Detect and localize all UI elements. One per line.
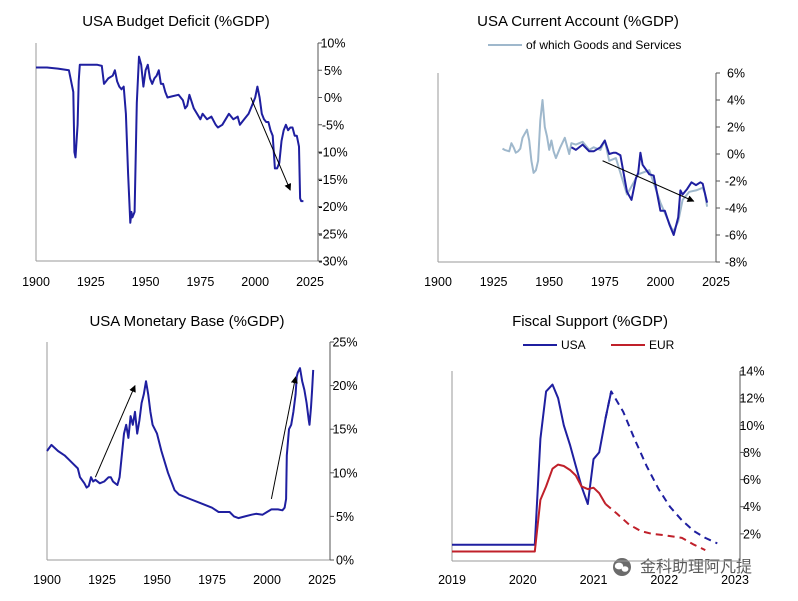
current_account-y-tick-label: -6% bbox=[725, 229, 747, 243]
fiscal_support-y-tick-label: 2% bbox=[743, 527, 761, 541]
fiscal_support-series-usa-projected bbox=[604, 390, 718, 545]
monetary_base-x-tick-label: 2000 bbox=[253, 573, 281, 587]
current_account-series-of-which-goods-and-services bbox=[501, 99, 709, 232]
deficit-x-tick-label: 2025 bbox=[296, 275, 324, 289]
monetary_base-x-tick-label: 1950 bbox=[143, 573, 171, 587]
monetary_base-x-tick-label: 1975 bbox=[198, 573, 226, 587]
current_account-legend-label: of which Goods and Services bbox=[526, 38, 681, 52]
deficit-y-tick-label: -30% bbox=[318, 255, 347, 269]
fiscal_support-series-usa bbox=[452, 383, 613, 546]
fiscal_support-y-tick-label: 8% bbox=[743, 446, 761, 460]
deficit-y-tick-label: -25% bbox=[318, 227, 347, 241]
current_account-x-tick-label: 1900 bbox=[424, 275, 452, 289]
monetary_base-y-tick-label: 10% bbox=[332, 466, 357, 480]
current_account-x-tick-label: 1950 bbox=[535, 275, 563, 289]
deficit-x-tick-label: 1950 bbox=[132, 275, 160, 289]
deficit-y-tick-label: -10% bbox=[318, 146, 347, 160]
current_account-y-tick-label: -2% bbox=[725, 175, 747, 189]
current_account-x-tick-label: 2025 bbox=[702, 275, 730, 289]
monetary_base-x-tick-label: 2025 bbox=[308, 573, 336, 587]
monetary_base-y-tick-label: 0% bbox=[336, 554, 354, 568]
fiscal_support-y-tick-label: 12% bbox=[739, 392, 764, 406]
deficit-title: USA Budget Deficit (%GDP) bbox=[82, 13, 270, 30]
fiscal_support-x-tick-label: 2020 bbox=[509, 573, 537, 587]
monetary_base-y-tick-label: 20% bbox=[332, 379, 357, 393]
current_account-x-tick-label: 1925 bbox=[480, 275, 508, 289]
watermark-text: 金科助理阿凡提 bbox=[640, 558, 752, 576]
monetary_base-chart: USA Monetary Base (%GDP) 25% 20% 15% 10% 5% 0%… bbox=[33, 313, 357, 587]
fiscal_support-y-tick-label: 4% bbox=[743, 500, 761, 514]
fiscal_support-title: Fiscal Support (%GDP) bbox=[512, 313, 668, 330]
current_account-y-tick-label: 6% bbox=[727, 67, 745, 81]
deficit-x-tick-label: 1900 bbox=[22, 275, 50, 289]
current_account-y-tick-label: -8% bbox=[725, 256, 747, 270]
fiscal_support-series-eur bbox=[452, 463, 607, 553]
fiscal_support-chart: Fiscal Support (%GDP) 14% 12% 10% 8% 6% 4% 2% 20… bbox=[438, 313, 764, 587]
monetary_base-x-tick-label: 1925 bbox=[88, 573, 116, 587]
monetary_base-series-monetary-base bbox=[46, 367, 315, 520]
deficit-y-tick-label: 0% bbox=[324, 91, 342, 105]
monetary_base-y-tick-label: 25% bbox=[332, 336, 357, 350]
deficit-x-tick-label: 1925 bbox=[77, 275, 105, 289]
current_account-x-tick-label: 2000 bbox=[646, 275, 674, 289]
current_account-y-tick-label: -4% bbox=[725, 202, 747, 216]
fiscal_support-x-tick-label: 2023 bbox=[721, 573, 749, 587]
monetary_base-x-tick-label: 1900 bbox=[33, 573, 61, 587]
fiscal_support-y-tick-label: 14% bbox=[739, 365, 764, 379]
deficit-x-tick-label: 2000 bbox=[241, 275, 269, 289]
deficit-y-tick-label: -5% bbox=[322, 118, 344, 132]
current_account-y-tick-label: 4% bbox=[727, 94, 745, 108]
fiscal_support-legend-label: USA bbox=[561, 338, 586, 352]
deficit-y-tick-label: 5% bbox=[324, 64, 342, 78]
current_account-title: USA Current Account (%GDP) bbox=[477, 13, 679, 30]
current_account-trend-arrow bbox=[602, 160, 695, 202]
deficit-y-tick-label: -15% bbox=[318, 173, 347, 187]
wechat-icon-bubble bbox=[614, 562, 624, 570]
current_account-y-tick-label: 2% bbox=[727, 121, 745, 135]
wechat-icon-bubble bbox=[621, 566, 629, 572]
current_account-series-current-account bbox=[570, 139, 709, 236]
monetary_base-y-tick-label: 5% bbox=[336, 510, 354, 524]
current_account-x-tick-label: 1975 bbox=[591, 275, 619, 289]
monetary_base-trend-arrow bbox=[94, 384, 136, 478]
fiscal_support-x-tick-label: 2021 bbox=[580, 573, 608, 587]
current_account-chart: USA Current Account (%GDP) 6% 4% 2% 0% -2% -4%… bbox=[424, 13, 747, 289]
deficit-y-tick-label: -20% bbox=[318, 200, 347, 214]
fiscal_support-x-tick-label: 2022 bbox=[650, 573, 678, 587]
fiscal_support-legend-label: EUR bbox=[649, 338, 675, 352]
deficit-series-budget-balance bbox=[36, 55, 304, 224]
monetary_base-trend-arrow bbox=[270, 376, 298, 500]
fiscal_support-y-tick-label: 6% bbox=[743, 473, 761, 487]
monetary_base-y-tick-label: 15% bbox=[332, 423, 357, 437]
deficit-chart: USA Budget Deficit (%GDP) 10% 5% 0% -5% -10% -… bbox=[22, 13, 348, 289]
deficit-y-tick-label: 10% bbox=[320, 37, 345, 51]
deficit-x-tick-label: 1975 bbox=[186, 275, 214, 289]
monetary_base-title: USA Monetary Base (%GDP) bbox=[89, 313, 284, 330]
fiscal_support-x-tick-label: 2019 bbox=[438, 573, 466, 587]
current_account-y-tick-label: 0% bbox=[727, 148, 745, 162]
deficit-trend-arrow bbox=[250, 97, 292, 191]
fiscal_support-y-tick-label: 10% bbox=[739, 419, 764, 433]
watermark: 金科助理阿凡提 bbox=[613, 558, 752, 576]
